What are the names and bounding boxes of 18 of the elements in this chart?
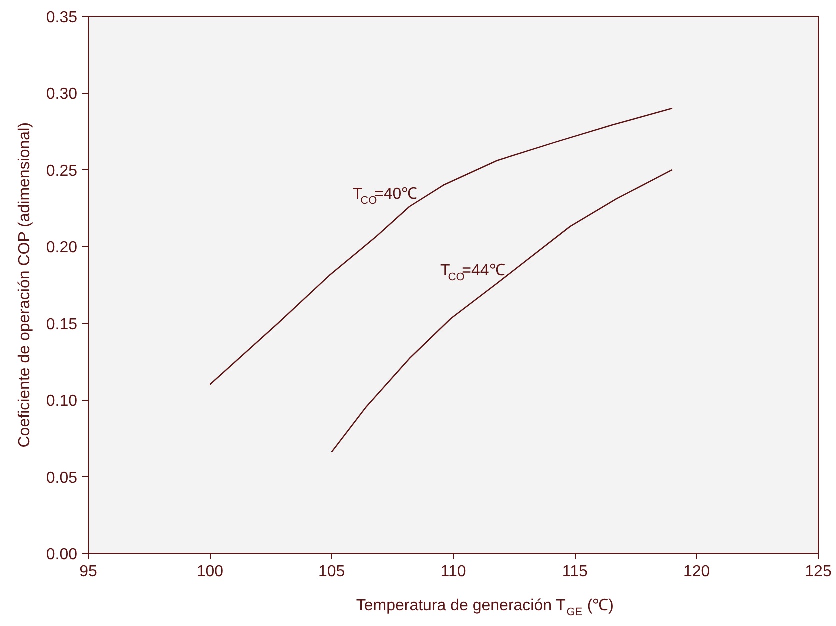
- x-tick-label: 105: [318, 564, 346, 580]
- x-tick-label: 110: [440, 564, 466, 580]
- x-tick-label: 120: [683, 564, 710, 580]
- y-tick-label: 0.15: [46, 316, 78, 334]
- y-tick-label: 0.10: [46, 393, 78, 410]
- y-tick-label: 0.25: [46, 162, 78, 180]
- y-tick-label: 0.30: [46, 86, 78, 104]
- x-tick-label: 100: [196, 564, 224, 580]
- y-tick-label: 0.20: [46, 240, 78, 257]
- y-tick-label: 0.00: [46, 546, 78, 564]
- line-series: [210, 108, 674, 386]
- x-tick-label: 95: [80, 564, 98, 580]
- x-tick-label: 115: [562, 564, 588, 580]
- y-tick-label: 0.35: [46, 10, 78, 26]
- y-axis-title: Coeficiente de operación COP (adimensional): [16, 122, 34, 448]
- y-tick-label: 0.05: [46, 470, 78, 487]
- line-series: [331, 169, 674, 453]
- x-tick-label: 125: [805, 564, 832, 580]
